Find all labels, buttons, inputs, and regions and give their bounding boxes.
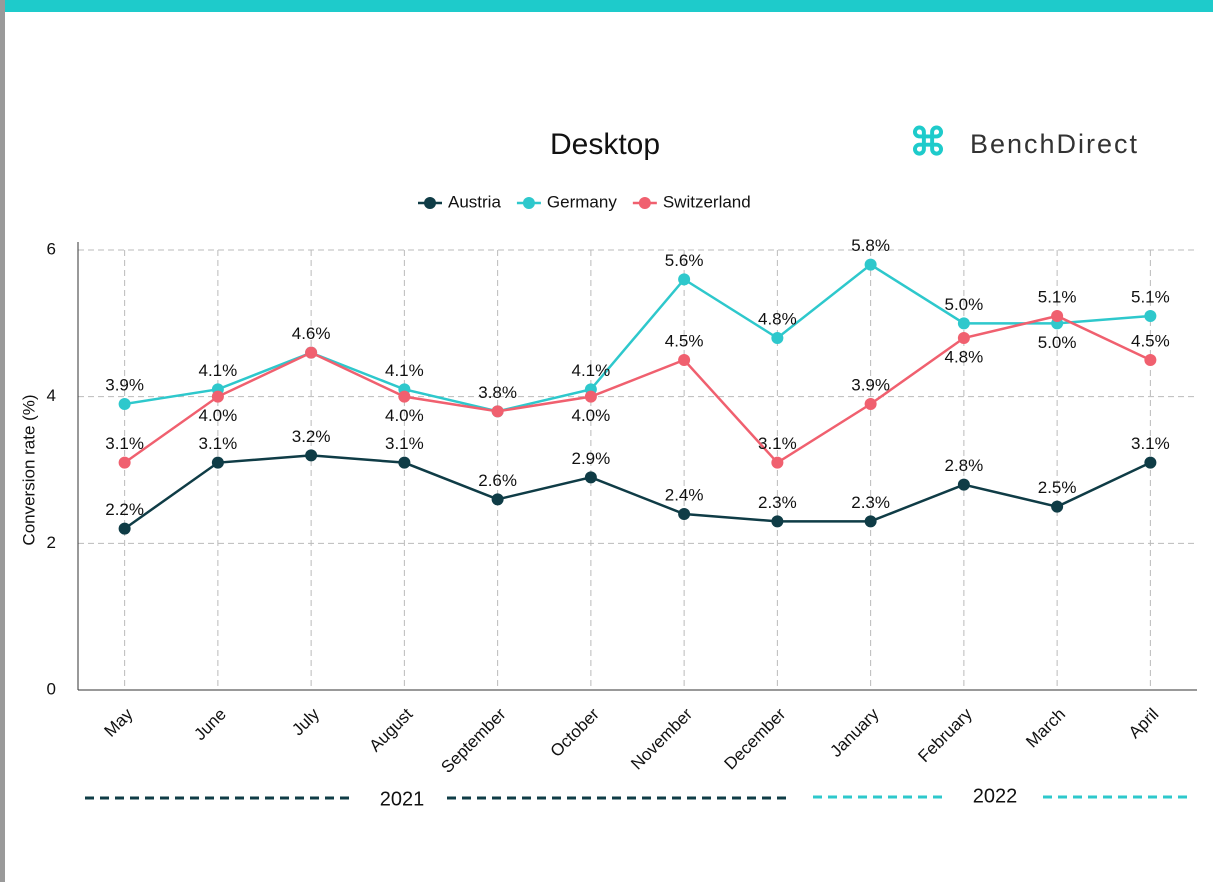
x-tick-label: April	[1125, 705, 1162, 742]
y-axis-label: Conversion rate (%)	[19, 394, 38, 545]
x-tick-label: March	[1022, 705, 1069, 752]
point	[211, 456, 224, 469]
value-label: 3.8%	[478, 383, 517, 402]
value-label: 4.5%	[1131, 331, 1170, 350]
point	[491, 493, 504, 506]
value-label: 3.2%	[292, 427, 331, 446]
value-label: 5.6%	[665, 251, 704, 270]
legend-label: Switzerland	[663, 192, 751, 211]
point	[864, 398, 877, 410]
value-label: 4.1%	[572, 361, 611, 380]
value-label: 4.8%	[758, 309, 797, 328]
period-label: 2022	[973, 785, 1018, 807]
left-border	[0, 0, 5, 882]
point	[957, 478, 970, 491]
top-bar	[0, 0, 1213, 12]
point	[771, 332, 784, 344]
value-label: 4.6%	[292, 324, 331, 343]
point	[584, 390, 597, 403]
logo: ⌘ BenchDirect	[909, 122, 1139, 164]
value-label: 5.1%	[1038, 287, 1077, 306]
value-label: 4.0%	[572, 406, 611, 425]
series-line	[123, 314, 1151, 465]
x-tick-label: December	[720, 704, 789, 773]
legend-label: Austria	[448, 192, 501, 211]
point	[864, 515, 877, 528]
point	[1144, 456, 1157, 469]
x-tick-label: January	[826, 704, 883, 761]
value-label: 4.8%	[945, 347, 984, 366]
point	[864, 258, 877, 271]
value-label: 5.8%	[851, 236, 890, 255]
value-label: 3.1%	[385, 434, 424, 453]
value-label: 4.0%	[385, 406, 424, 425]
value-label: 4.1%	[199, 361, 238, 380]
series-line	[124, 263, 1151, 413]
point	[118, 398, 131, 410]
value-label: 2.3%	[758, 493, 797, 512]
y-tick-label: 2	[47, 533, 56, 552]
x-tick-label: October	[547, 704, 603, 760]
chart-title: Desktop	[550, 128, 660, 161]
value-label: 2.3%	[851, 493, 890, 512]
value-label: 3.1%	[1131, 434, 1170, 453]
point	[491, 405, 504, 418]
point	[584, 471, 597, 484]
value-label: 2.4%	[665, 485, 704, 504]
y-tick-label: 4	[47, 386, 56, 405]
legend-marker	[638, 197, 651, 209]
value-label: 3.9%	[851, 375, 890, 394]
point	[211, 390, 224, 403]
value-label: 2.2%	[105, 500, 144, 519]
legend-marker	[424, 197, 436, 209]
point	[1144, 310, 1157, 322]
legend-marker	[522, 197, 535, 209]
value-label: 3.1%	[105, 434, 144, 453]
value-label: 4.5%	[665, 331, 704, 350]
x-tick-label: November	[627, 704, 696, 773]
period-label: 2021	[380, 788, 425, 810]
x-tick-label: July	[288, 704, 323, 739]
logo-icon: ⌘	[909, 122, 947, 164]
value-label: 3.9%	[105, 375, 144, 394]
value-label: 3.1%	[199, 434, 238, 453]
point	[305, 346, 318, 359]
point	[1144, 354, 1157, 366]
value-label: 2.5%	[1038, 478, 1077, 497]
point	[771, 456, 784, 469]
x-tick-label: September	[437, 704, 509, 776]
point	[678, 273, 691, 286]
point	[771, 515, 784, 528]
value-label: 2.9%	[572, 449, 611, 468]
value-label: 3.1%	[758, 434, 797, 453]
x-tick-label: May	[100, 704, 136, 740]
value-label: 5.0%	[1038, 333, 1077, 352]
point	[305, 449, 318, 462]
brand: BenchDirect	[970, 129, 1139, 159]
point	[398, 456, 411, 469]
value-label: 4.1%	[385, 361, 424, 380]
point	[1051, 310, 1064, 322]
value-label: 4.0%	[199, 406, 238, 425]
point	[118, 456, 131, 469]
series-line	[123, 454, 1151, 530]
point	[957, 332, 970, 344]
point	[957, 317, 970, 330]
x-tick-label: June	[190, 705, 230, 745]
point	[118, 522, 131, 535]
value-label: 5.0%	[945, 295, 984, 314]
value-label: 2.8%	[945, 456, 984, 475]
y-tick-label: 6	[47, 239, 56, 258]
value-label: 5.1%	[1131, 287, 1170, 306]
x-tick-label: August	[366, 704, 417, 755]
point	[1051, 500, 1064, 513]
value-label: 2.6%	[478, 471, 517, 490]
point	[678, 354, 691, 366]
legend-label: Germany	[547, 192, 617, 211]
y-tick-label: 0	[47, 679, 56, 698]
point	[398, 390, 411, 403]
x-tick-label: February	[914, 704, 976, 766]
point	[678, 508, 691, 520]
